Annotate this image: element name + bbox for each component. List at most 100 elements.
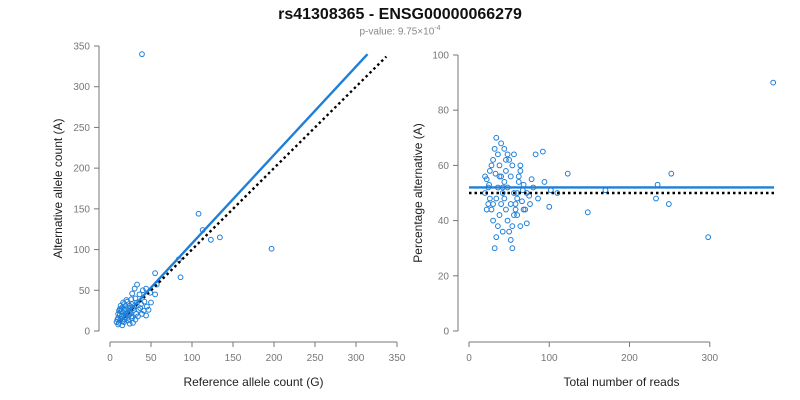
data-point (116, 306, 123, 312)
data-point (195, 210, 202, 217)
data-point (511, 190, 517, 196)
data-point (482, 173, 488, 180)
data-point (498, 201, 505, 207)
x-tick-label: 300 (348, 353, 365, 364)
data-point (493, 134, 500, 141)
y-tick-label: 0 (84, 327, 90, 338)
data-point (123, 297, 130, 303)
p-value-text: p-value: 9.75×10 (359, 26, 435, 38)
data-point (488, 206, 495, 213)
x-tick-label: 300 (701, 353, 718, 364)
y-tick-label: 350 (73, 42, 90, 53)
data-point (499, 228, 506, 235)
data-point (499, 190, 506, 196)
x-tick-label: 250 (307, 353, 324, 364)
data-point (506, 156, 513, 163)
data-point (527, 201, 533, 207)
data-point (126, 320, 133, 327)
data-point (504, 151, 511, 158)
data-point (507, 237, 514, 243)
data-point (511, 212, 517, 218)
y-tick-label: 100 (432, 51, 449, 62)
data-point (144, 303, 150, 310)
chart-title: rs41308365 - ENSG00000066279 (278, 6, 522, 23)
data-point (517, 162, 524, 169)
y-tick-label: 100 (73, 245, 90, 256)
data-point (501, 195, 508, 202)
data-point (486, 195, 493, 202)
data-point (517, 223, 524, 230)
p-value-exponent: -4 (434, 25, 441, 32)
y-tick-label: 40 (438, 216, 450, 227)
data-point (504, 217, 511, 224)
data-point (117, 302, 124, 309)
data-point (216, 234, 223, 241)
data-point (665, 201, 672, 207)
data-point (488, 162, 495, 169)
data-point (498, 140, 505, 147)
x-tick-label: 0 (107, 353, 113, 364)
data-point (509, 223, 516, 230)
data-point (528, 176, 535, 183)
data-point (129, 290, 136, 297)
data-point (491, 145, 498, 152)
data-point (532, 151, 539, 158)
data-point (496, 212, 503, 218)
data-point (490, 201, 496, 207)
y-axis-label: Percentage alternative (A) (411, 123, 425, 262)
data-point (554, 190, 561, 196)
data-point (512, 201, 519, 207)
x-tick-label: 100 (541, 353, 558, 364)
data-point (503, 156, 509, 163)
data-point (493, 234, 500, 241)
data-point (511, 151, 517, 158)
data-point (653, 195, 659, 202)
y-tick-label: 0 (443, 327, 449, 338)
data-point (515, 173, 522, 180)
data-point (541, 179, 548, 185)
x-tick-label: 350 (389, 353, 406, 364)
data-point (490, 217, 496, 224)
data-point (509, 162, 516, 169)
data-point (515, 179, 522, 185)
data-point (207, 236, 214, 243)
data-point (485, 201, 492, 207)
x-axis-label: Reference allele count (G) (183, 375, 323, 389)
x-tick-label: 200 (621, 353, 638, 364)
data-point (139, 287, 146, 294)
reference-line (118, 55, 388, 323)
chart-subtitle: p-value: 9.75×10-4 (0, 25, 800, 37)
data-point (177, 274, 184, 281)
y-tick-label: 80 (438, 106, 450, 117)
y-tick-label: 250 (73, 123, 90, 134)
data-point (514, 212, 521, 218)
data-point (503, 168, 509, 174)
data-point (506, 228, 513, 235)
data-point (519, 198, 525, 205)
data-point (546, 203, 553, 210)
data-point (492, 170, 499, 177)
data-point (501, 145, 508, 152)
data-point (523, 220, 530, 227)
x-axis-label: Total number of reads (563, 375, 679, 389)
data-point (136, 291, 143, 298)
data-point (564, 170, 571, 177)
data-point (152, 291, 159, 298)
fit-line (118, 53, 369, 323)
data-point (145, 306, 152, 313)
data-point (137, 305, 144, 312)
data-point (113, 319, 120, 325)
data-point (539, 148, 546, 155)
y-tick-label: 60 (438, 161, 450, 172)
x-tick-label: 0 (466, 353, 472, 364)
y-tick-label: 300 (73, 82, 90, 93)
data-point (491, 245, 498, 252)
data-point (483, 206, 490, 213)
y-tick-label: 20 (438, 271, 450, 282)
y-tick-label: 50 (79, 286, 91, 297)
x-tick-label: 50 (145, 353, 157, 364)
data-point (130, 319, 136, 326)
x-tick-label: 100 (184, 353, 201, 364)
panel-right: 0 100 200 300 0 20 40 60 80 100 Total number of re… (411, 51, 777, 389)
